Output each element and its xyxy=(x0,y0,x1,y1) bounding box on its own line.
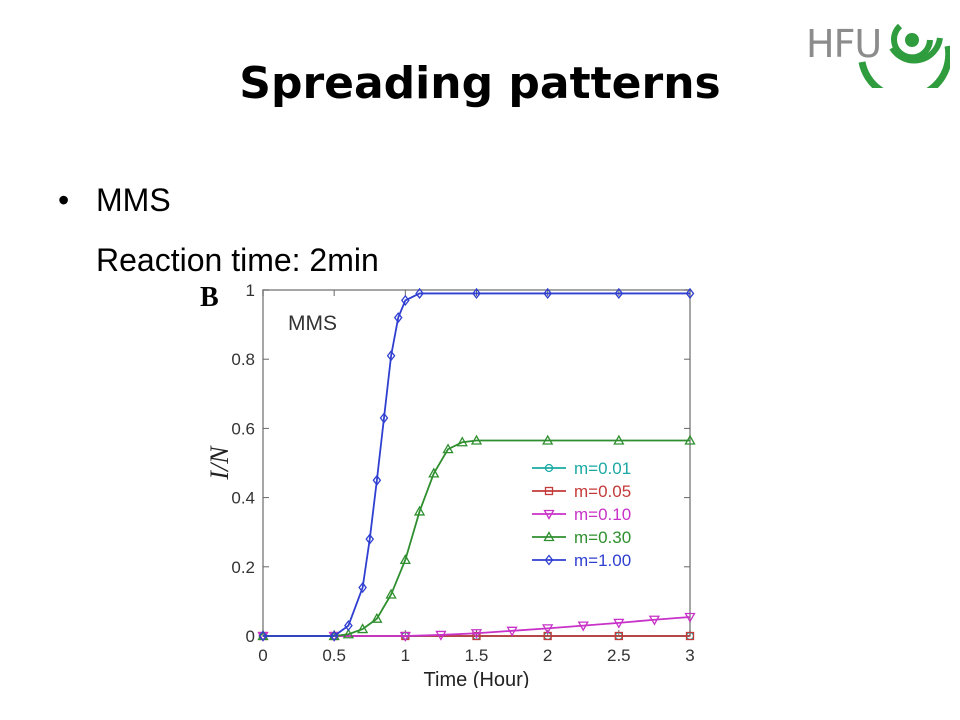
legend-label-4: m=1.00 xyxy=(574,551,631,570)
series-3-point xyxy=(684,434,696,445)
series-4-point xyxy=(358,582,367,594)
inset-label: MMS xyxy=(288,312,337,335)
legend-label-2: m=0.10 xyxy=(574,505,631,524)
series-2-point xyxy=(435,630,447,641)
series-3-point xyxy=(342,628,355,639)
bullet-label: MMS xyxy=(96,182,171,218)
y-tick-label: 0.4 xyxy=(231,489,255,508)
series-4-point xyxy=(393,312,403,324)
series-1-point xyxy=(614,631,623,641)
series-4-point xyxy=(543,287,552,300)
bullet-item: • MMS xyxy=(58,182,171,219)
legend-label-3: m=0.30 xyxy=(574,528,631,547)
y-tick-label: 1 xyxy=(246,281,255,300)
series-2-point xyxy=(577,621,589,632)
series-2-point xyxy=(542,624,554,635)
series-3-point xyxy=(399,554,411,565)
series-1-point xyxy=(685,631,695,641)
series-3-point xyxy=(456,436,468,447)
x-tick-label: 2.5 xyxy=(607,646,631,665)
series-4-point xyxy=(614,287,624,300)
series-3-point xyxy=(442,443,454,454)
x-tick-label: 2 xyxy=(543,646,552,665)
series-4-point xyxy=(685,287,695,300)
logo-text: HFU xyxy=(806,22,882,66)
x-tick-label: 0.5 xyxy=(322,646,346,665)
x-tick-label: 1.5 xyxy=(465,646,489,665)
series-4-point xyxy=(401,294,410,306)
spreading-chart: 0 0.2 0.4 0.6 0.8 1 0 0.5 1 1.5 2 2.5 3 B MMS Time (Hou… xyxy=(200,278,712,688)
series-4-point xyxy=(379,412,389,424)
bullet-dot-icon: • xyxy=(58,182,70,218)
logo-swirl-icon xyxy=(858,23,950,88)
series-2-point xyxy=(506,626,518,637)
series-2-point xyxy=(613,618,625,629)
series-2-point xyxy=(399,631,411,642)
series-3-point xyxy=(470,434,483,445)
series-4-point xyxy=(365,533,375,545)
series-4-point xyxy=(472,287,481,300)
legend-label-0: m=0.01 xyxy=(574,459,631,478)
x-axis-label: Time (Hour) xyxy=(424,669,530,688)
series-line-3 xyxy=(263,439,690,637)
y-axis-label: I/N xyxy=(205,445,234,481)
x-tick-label: 0 xyxy=(258,646,267,665)
y-tick-label: 0.8 xyxy=(231,350,255,369)
x-tick-label: 1 xyxy=(401,646,410,665)
panel-label: B xyxy=(200,282,219,313)
legend-label-1: m=0.05 xyxy=(574,482,631,501)
slide-title: Spreading patterns xyxy=(239,58,721,109)
legend-marker-2 xyxy=(543,509,555,520)
series-3-point xyxy=(357,623,369,634)
hfu-logo: HFU xyxy=(800,8,950,88)
series-4-point xyxy=(372,474,382,486)
chart-svg: 0 0.2 0.4 0.6 0.8 1 0 0.5 1 1.5 2 2.5 3 B MMS Time (Hou… xyxy=(200,281,696,688)
series-4-point xyxy=(415,287,424,300)
reaction-time-text: Reaction time: 2min xyxy=(96,242,379,278)
series-4-point xyxy=(344,620,353,632)
series-3-point xyxy=(371,612,383,623)
series-2-point xyxy=(470,629,483,640)
legend-marker-1 xyxy=(544,486,554,496)
series-line-2 xyxy=(263,616,691,637)
series-2-point xyxy=(684,612,696,623)
y-tick-label: 0.6 xyxy=(231,419,255,438)
series-3-point xyxy=(428,467,440,478)
series-3-point xyxy=(413,505,426,516)
series-2-point xyxy=(648,615,661,626)
legend-marker-4 xyxy=(544,554,554,566)
x-tick-label: 3 xyxy=(685,646,694,665)
y-tick-label: 0.2 xyxy=(231,558,255,577)
series-3-point xyxy=(542,434,554,445)
series-4-point xyxy=(258,630,268,642)
series-3-point xyxy=(613,434,625,445)
series-line-4 xyxy=(263,292,690,637)
series-3-point xyxy=(385,588,397,599)
series-4-point xyxy=(329,630,339,642)
series-4-point xyxy=(386,350,396,362)
legend-marker-3 xyxy=(543,531,555,542)
y-tick-label: 0 xyxy=(246,627,255,646)
legend-marker-0 xyxy=(544,463,554,473)
